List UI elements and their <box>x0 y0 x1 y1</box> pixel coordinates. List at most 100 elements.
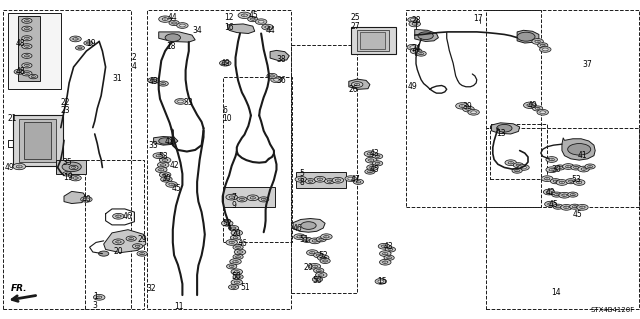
Circle shape <box>151 79 156 82</box>
Circle shape <box>319 274 324 276</box>
Circle shape <box>521 166 526 169</box>
Circle shape <box>545 177 550 180</box>
Circle shape <box>540 111 545 114</box>
Circle shape <box>301 222 316 229</box>
Circle shape <box>225 222 230 225</box>
Circle shape <box>353 179 364 184</box>
Circle shape <box>463 106 474 112</box>
Circle shape <box>369 159 374 161</box>
Circle shape <box>72 167 76 168</box>
Text: 7: 7 <box>232 193 237 202</box>
Circle shape <box>535 40 540 43</box>
Circle shape <box>383 252 388 255</box>
Circle shape <box>262 24 273 30</box>
Circle shape <box>320 258 330 263</box>
Circle shape <box>97 296 102 299</box>
Circle shape <box>223 62 228 64</box>
Bar <box>296 172 346 188</box>
Circle shape <box>513 163 524 168</box>
Circle shape <box>471 111 476 114</box>
Circle shape <box>159 168 164 171</box>
Circle shape <box>552 192 562 197</box>
Circle shape <box>568 144 591 155</box>
Circle shape <box>309 263 321 269</box>
Text: 46: 46 <box>123 212 132 221</box>
Circle shape <box>543 189 555 195</box>
Text: 20: 20 <box>232 229 241 238</box>
Text: 26: 26 <box>349 85 358 94</box>
Text: FR.: FR. <box>11 284 28 293</box>
Circle shape <box>226 194 237 200</box>
Circle shape <box>563 164 574 169</box>
Circle shape <box>546 157 557 162</box>
Circle shape <box>229 265 234 268</box>
Circle shape <box>24 37 29 40</box>
Circle shape <box>580 206 585 209</box>
Text: 41: 41 <box>165 137 175 146</box>
Text: 40: 40 <box>82 195 92 204</box>
Circle shape <box>22 18 32 23</box>
Circle shape <box>545 201 556 207</box>
Circle shape <box>549 168 554 171</box>
Circle shape <box>324 179 335 184</box>
Text: 48: 48 <box>16 67 26 76</box>
Circle shape <box>24 55 29 57</box>
Text: 44: 44 <box>168 13 177 22</box>
Text: 32: 32 <box>146 284 156 293</box>
Text: 53: 53 <box>159 152 168 161</box>
Circle shape <box>557 166 563 169</box>
Polygon shape <box>64 191 86 204</box>
Circle shape <box>378 243 390 249</box>
Text: 46: 46 <box>293 224 303 233</box>
Circle shape <box>227 264 237 269</box>
Circle shape <box>161 164 166 166</box>
Circle shape <box>24 19 29 22</box>
Circle shape <box>388 248 393 251</box>
Polygon shape <box>159 32 195 42</box>
Text: 45: 45 <box>549 200 559 209</box>
Circle shape <box>309 238 321 244</box>
Circle shape <box>229 196 234 198</box>
Text: 49: 49 <box>408 82 417 91</box>
Circle shape <box>233 245 243 250</box>
Text: 47: 47 <box>351 175 360 184</box>
Circle shape <box>515 169 520 172</box>
Circle shape <box>237 251 243 253</box>
Text: 10: 10 <box>222 114 232 123</box>
Circle shape <box>556 205 561 208</box>
Circle shape <box>140 252 145 255</box>
Circle shape <box>314 176 326 182</box>
Circle shape <box>148 78 159 83</box>
Circle shape <box>161 176 172 182</box>
Circle shape <box>380 251 391 256</box>
Circle shape <box>581 168 586 170</box>
Polygon shape <box>293 219 325 232</box>
Circle shape <box>298 178 303 181</box>
Circle shape <box>159 16 172 22</box>
Circle shape <box>229 241 234 244</box>
Circle shape <box>308 180 313 182</box>
Circle shape <box>508 161 513 164</box>
Circle shape <box>159 138 172 144</box>
Circle shape <box>22 53 32 58</box>
Text: 14: 14 <box>552 288 561 297</box>
Text: 23: 23 <box>61 106 70 115</box>
Circle shape <box>375 162 380 165</box>
Circle shape <box>159 172 171 178</box>
Circle shape <box>372 161 383 166</box>
Circle shape <box>517 32 535 41</box>
Circle shape <box>413 50 419 52</box>
Circle shape <box>408 17 418 22</box>
Circle shape <box>177 23 188 28</box>
Circle shape <box>532 106 543 111</box>
Circle shape <box>63 172 72 176</box>
Circle shape <box>220 60 231 66</box>
Circle shape <box>31 76 35 78</box>
Circle shape <box>22 26 32 31</box>
Bar <box>3 10 131 309</box>
Circle shape <box>221 220 233 226</box>
Circle shape <box>409 21 420 27</box>
Circle shape <box>380 259 391 265</box>
Circle shape <box>314 268 324 273</box>
Text: 50: 50 <box>232 272 241 281</box>
